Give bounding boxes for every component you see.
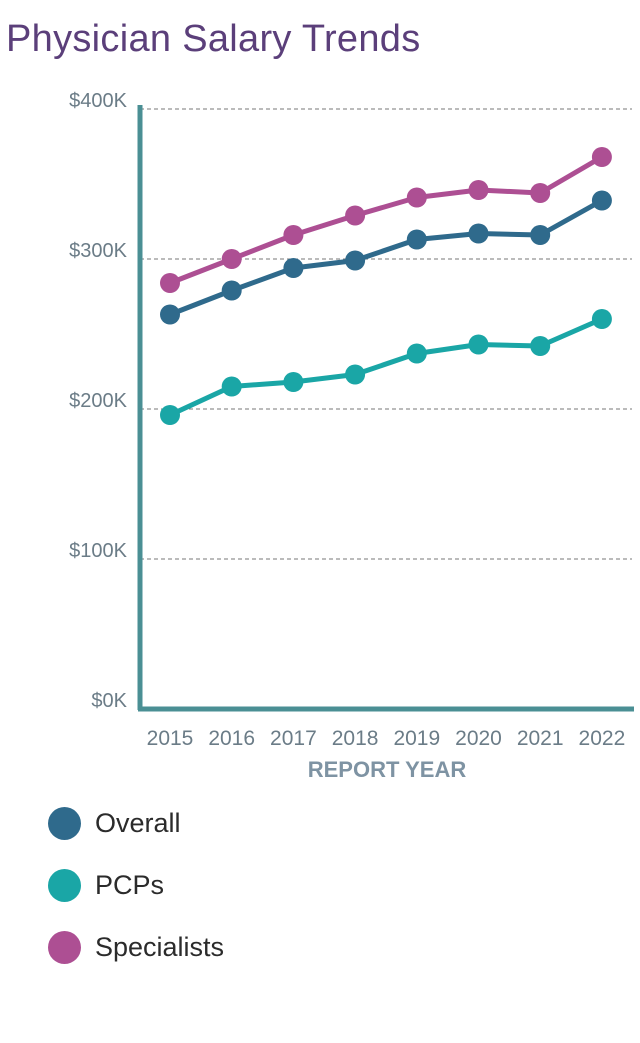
data-point bbox=[591, 147, 612, 167]
legend-label: Overall bbox=[95, 807, 181, 838]
legend: Overall PCPs Specialists bbox=[48, 792, 224, 978]
data-point bbox=[468, 334, 489, 355]
x-tick-label: 2017 bbox=[270, 727, 317, 750]
legend-item: PCPs bbox=[48, 854, 224, 916]
series-overall bbox=[160, 190, 612, 325]
series-line bbox=[168, 316, 603, 418]
x-tick-label: 2022 bbox=[579, 727, 626, 750]
legend-label: Specialists bbox=[95, 931, 225, 962]
legend-item: Specialists bbox=[48, 916, 224, 978]
x-axis-label: REPORT YEAR bbox=[308, 757, 467, 782]
grid-lines bbox=[140, 108, 632, 560]
series-layer bbox=[160, 147, 612, 425]
x-tick-label: 2015 bbox=[147, 727, 194, 750]
data-point bbox=[283, 225, 304, 245]
x-tick-label: 2021 bbox=[517, 727, 564, 750]
data-point bbox=[406, 343, 427, 364]
data-point bbox=[406, 187, 427, 208]
data-point bbox=[221, 376, 242, 397]
data-point bbox=[221, 249, 242, 269]
data-point bbox=[345, 364, 366, 385]
y-tick-label: $0K bbox=[91, 690, 127, 712]
y-tick-label: $200K bbox=[69, 390, 127, 412]
series-specialists bbox=[160, 147, 612, 293]
series-pcps bbox=[160, 309, 612, 425]
data-point bbox=[530, 183, 551, 203]
data-point bbox=[530, 336, 551, 356]
data-point bbox=[345, 250, 366, 271]
y-tick-labels: $0K $100K $200K $300K $400K bbox=[69, 90, 127, 712]
x-tick-label: 2018 bbox=[332, 727, 379, 750]
data-point bbox=[160, 273, 180, 293]
y-tick-label: $100K bbox=[69, 540, 127, 562]
data-point bbox=[345, 205, 366, 226]
y-tick-label: $400K bbox=[69, 90, 127, 112]
chart-title: Physician Salary Trends bbox=[6, 18, 421, 60]
data-point bbox=[160, 405, 180, 425]
data-point bbox=[468, 180, 489, 200]
line-chart: $0K $100K $200K $300K $400K 2015 2016 2017 2018… bbox=[69, 90, 634, 782]
data-point bbox=[468, 223, 489, 244]
data-point bbox=[591, 190, 612, 211]
series-line bbox=[169, 154, 604, 286]
data-point bbox=[160, 304, 180, 325]
legend-swatch bbox=[48, 806, 81, 840]
data-point bbox=[530, 225, 551, 245]
legend-swatch bbox=[48, 868, 81, 902]
legend-item: Overall bbox=[48, 792, 224, 854]
data-point bbox=[283, 258, 304, 278]
y-tick-label: $300K bbox=[69, 240, 127, 262]
data-point bbox=[591, 309, 612, 329]
x-tick-labels: 2015 2016 2017 2018 2019 2020 2021 2022 bbox=[147, 727, 626, 750]
axes bbox=[137, 105, 634, 712]
x-tick-label: 2016 bbox=[208, 727, 255, 750]
legend-label: PCPs bbox=[95, 869, 165, 900]
data-point bbox=[283, 372, 304, 392]
x-tick-label: 2020 bbox=[455, 727, 502, 750]
data-point bbox=[221, 280, 242, 301]
series-line bbox=[169, 198, 604, 317]
legend-swatch bbox=[48, 930, 81, 964]
x-tick-label: 2019 bbox=[393, 727, 440, 750]
data-point bbox=[406, 229, 427, 250]
